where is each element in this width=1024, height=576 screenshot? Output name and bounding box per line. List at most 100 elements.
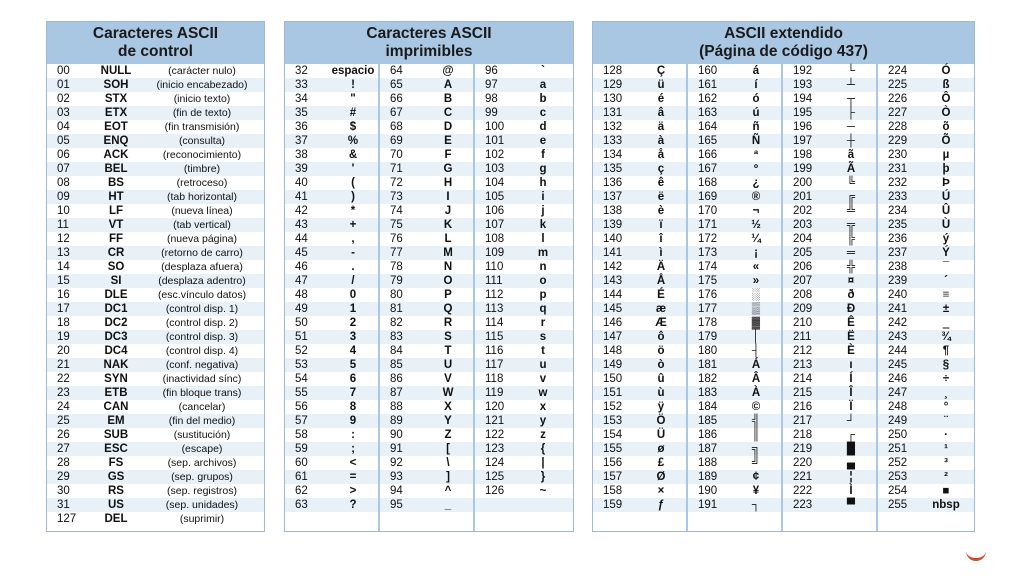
control-row: 28 FS (sep. archivos) xyxy=(47,456,264,470)
extended-row: 142 Ä 174 « 206 ╬ 238 ¯ xyxy=(593,260,974,274)
ascii-character: j xyxy=(541,205,545,217)
extended-character: ² xyxy=(944,471,948,483)
extended-character: nbsp xyxy=(932,499,960,511)
extended-row: 141 ì 173 ¡ 205 ═ 237 Ý xyxy=(593,246,974,260)
extended-character: ▀ xyxy=(846,499,856,511)
control-description: (nueva línea) xyxy=(171,205,233,217)
extended-row: 150 û 182 Â 214 Í 246 ÷ xyxy=(593,372,974,386)
extended-character: å xyxy=(657,149,665,161)
decimal-code: 126 xyxy=(485,485,505,497)
extended-character: á xyxy=(752,65,760,77)
printable-row: 33! 65 A 97 a xyxy=(285,78,573,92)
decimal-code: 94 xyxy=(390,485,403,497)
decimal-code: 120 xyxy=(485,401,505,413)
control-row: 24 CAN (cancelar) xyxy=(47,400,264,414)
decimal-code: 35 xyxy=(295,107,308,119)
control-abbreviation: ESC xyxy=(104,443,128,455)
extended-character: Ã xyxy=(846,163,856,175)
ascii-character: P xyxy=(444,289,452,301)
control-description: (control disp. 3) xyxy=(165,331,239,343)
printable-row: 50 2 82 R 114 r xyxy=(285,316,573,330)
extended-character: ┼ xyxy=(846,135,856,147)
extended-character: ┐ xyxy=(751,499,761,511)
control-row: 12 FF (nueva página) xyxy=(47,232,264,246)
decimal-code: 03 xyxy=(57,107,70,119)
control-abbreviation: ETB xyxy=(104,387,128,399)
control-abbreviation: ACK xyxy=(103,149,129,161)
decimal-code: 130 xyxy=(603,93,623,105)
control-abbreviation: RS xyxy=(108,485,124,497)
extended-character: ═ xyxy=(846,247,856,259)
decimal-code: 254 xyxy=(888,485,908,497)
extended-character: Ú xyxy=(941,191,951,203)
extended-title-line2: (Página de código 437) xyxy=(699,43,868,60)
control-abbreviation: SOH xyxy=(103,79,129,91)
decimal-code: 78 xyxy=(390,261,403,273)
decimal-code: 250 xyxy=(888,429,908,441)
decimal-code: 42 xyxy=(295,205,308,217)
ascii-character: A xyxy=(443,79,453,91)
extended-character: ¸ xyxy=(944,387,948,399)
decimal-code: 205 xyxy=(793,247,813,259)
decimal-code: 189 xyxy=(698,471,718,483)
extended-character: ³ xyxy=(944,457,948,469)
extended-character: ø xyxy=(657,443,665,455)
decimal-code: 202 xyxy=(793,205,813,217)
decimal-code: 159 xyxy=(603,499,623,511)
ascii-character: ; xyxy=(351,443,355,455)
decimal-code: 176 xyxy=(698,289,718,301)
printable-row: 58: 90 Z 122 z xyxy=(285,428,573,442)
decimal-code: 124 xyxy=(485,457,505,469)
decimal-code: 164 xyxy=(698,121,718,133)
control-abbreviation: STX xyxy=(104,93,128,105)
ascii-character: E xyxy=(444,135,452,147)
decimal-code: 145 xyxy=(603,303,623,315)
decimal-code: 33 xyxy=(295,79,308,91)
ascii-character: ( xyxy=(351,177,355,189)
extended-character: º xyxy=(753,163,759,175)
printable-row: 45 - 77 M 109 m xyxy=(285,246,573,260)
extended-character: ‗ xyxy=(942,317,950,329)
extended-character: ┴ xyxy=(846,79,856,91)
decimal-code: 23 xyxy=(57,387,70,399)
extended-character: ├ xyxy=(846,107,856,119)
ascii-character: u xyxy=(539,359,547,371)
ascii-character: / xyxy=(351,275,355,287)
ascii-character: ! xyxy=(351,79,355,91)
extended-row: 132 ä 164 ñ 196 ─ 228 õ xyxy=(593,120,974,134)
control-description: (fin transmisión) xyxy=(164,121,240,133)
printable-row: 52 4 84 T 116 t xyxy=(285,344,573,358)
extended-row: 155 ø 187 ╗ 219 █ 251 ¹ xyxy=(593,442,974,456)
extended-character: ê xyxy=(657,177,665,189)
control-description: (sep. unidades) xyxy=(165,499,239,511)
printable-row: 35 #67 C 99 c xyxy=(285,106,573,120)
ascii-character: . xyxy=(351,261,355,273)
ascii-character: 0 xyxy=(349,289,357,301)
control-description: (sustitución) xyxy=(173,429,231,441)
control-characters-panel: Caracteres ASCII de control 00 NULL (carác… xyxy=(46,21,265,532)
decimal-code: 174 xyxy=(698,261,718,273)
decimal-code: 111 xyxy=(485,275,503,287)
decimal-code: 17 xyxy=(57,303,70,315)
control-row: 25 EM (fin del medio) xyxy=(47,414,264,428)
ascii-character: 4 xyxy=(349,345,357,357)
decimal-code: 188 xyxy=(698,457,718,469)
ascii-character: 5 xyxy=(349,359,357,371)
decimal-code: 72 xyxy=(390,177,403,189)
decimal-code: 243 xyxy=(888,331,908,343)
decimal-code: 178 xyxy=(698,317,718,329)
ascii-character: t xyxy=(541,345,545,357)
control-description: (inicio texto) xyxy=(173,93,231,105)
decimal-code: 81 xyxy=(390,303,403,315)
control-description: (carácter nulo) xyxy=(168,65,236,77)
extended-character: ´ xyxy=(944,275,948,287)
decimal-code: 21 xyxy=(57,359,70,371)
extended-character: ╬ xyxy=(846,261,856,273)
decimal-code: 131 xyxy=(603,107,623,119)
extended-row: 152 ÿ 184 © 216 Ï 248 ° xyxy=(593,400,974,414)
control-description: (retorno de carro) xyxy=(161,247,243,259)
decimal-code: 95 xyxy=(390,499,403,511)
extended-character: Í xyxy=(849,373,853,385)
extended-character: ¼ xyxy=(751,233,761,245)
extended-character: ® xyxy=(751,191,761,203)
